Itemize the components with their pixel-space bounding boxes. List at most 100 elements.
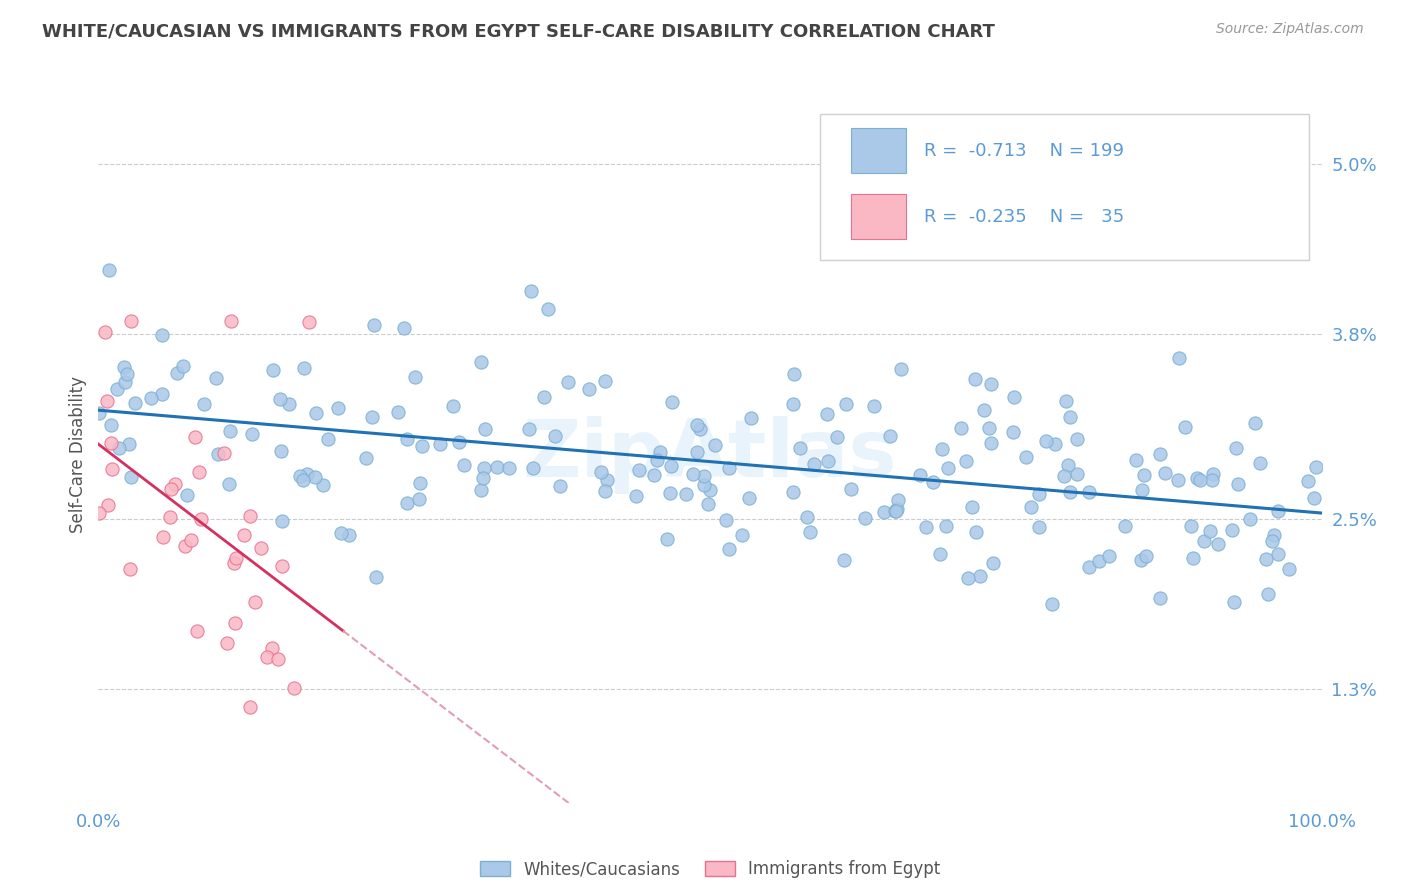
Point — [152, 530, 174, 544]
Point — [1114, 518, 1136, 533]
Point — [935, 519, 957, 533]
Point — [686, 444, 709, 458]
Point — [271, 514, 294, 528]
Point — [950, 421, 973, 435]
Point — [1057, 458, 1080, 472]
Point — [1256, 551, 1278, 566]
Point — [915, 520, 938, 534]
Point — [1185, 471, 1208, 485]
Point — [447, 435, 470, 450]
Point — [150, 327, 173, 342]
Point — [1227, 477, 1250, 491]
Point — [1267, 504, 1289, 518]
Point — [387, 405, 409, 419]
Point — [1066, 467, 1088, 481]
Point — [1206, 537, 1229, 551]
Point — [101, 462, 124, 476]
Point — [533, 390, 555, 404]
Point — [703, 438, 725, 452]
Point — [297, 467, 319, 481]
Point — [1199, 524, 1222, 539]
Point — [1249, 456, 1271, 470]
Point — [718, 461, 741, 475]
Point — [94, 326, 117, 340]
Point — [239, 509, 262, 524]
Point — [97, 498, 120, 512]
Point — [470, 483, 492, 497]
Point — [1053, 469, 1076, 483]
Point — [180, 533, 202, 547]
Point — [782, 397, 804, 411]
Point — [222, 556, 245, 570]
Point — [471, 471, 494, 485]
Point — [1303, 491, 1326, 506]
Point — [1149, 591, 1171, 605]
Point — [1180, 518, 1202, 533]
Point — [1149, 447, 1171, 461]
Point — [1130, 553, 1153, 567]
Text: Source: ZipAtlas.com: Source: ZipAtlas.com — [1216, 22, 1364, 37]
Point — [979, 421, 1001, 435]
Point — [591, 465, 613, 479]
Point — [624, 489, 647, 503]
Point — [283, 681, 305, 696]
Point — [1305, 459, 1327, 474]
Point — [396, 433, 419, 447]
Point — [522, 461, 544, 475]
Point — [1059, 409, 1081, 424]
Point — [188, 465, 211, 479]
Point — [120, 470, 142, 484]
Point — [364, 570, 387, 584]
Point — [689, 422, 711, 436]
Text: WHITE/CAUCASIAN VS IMMIGRANTS FROM EGYPT SELF-CARE DISABILITY CORRELATION CHART: WHITE/CAUCASIAN VS IMMIGRANTS FROM EGYPT… — [42, 22, 995, 40]
Point — [1243, 416, 1265, 430]
Point — [186, 624, 208, 638]
Point — [1239, 512, 1261, 526]
Point — [1167, 351, 1189, 365]
FancyBboxPatch shape — [851, 194, 905, 239]
Point — [980, 436, 1002, 450]
Point — [218, 424, 240, 438]
Point — [498, 460, 520, 475]
Point — [675, 486, 697, 500]
Point — [1202, 467, 1225, 481]
Point — [884, 504, 907, 518]
Point — [1225, 442, 1247, 456]
Point — [548, 479, 571, 493]
Point — [731, 528, 754, 542]
Point — [955, 454, 977, 468]
Point — [890, 362, 912, 376]
Legend: Whites/Caucasians, Immigrants from Egypt: Whites/Caucasians, Immigrants from Egypt — [472, 854, 948, 885]
Point — [1263, 528, 1285, 542]
Point — [396, 496, 419, 510]
Point — [262, 363, 284, 377]
Point — [1019, 500, 1042, 514]
Point — [1035, 434, 1057, 448]
Point — [520, 284, 543, 298]
Point — [693, 469, 716, 483]
Point — [1078, 559, 1101, 574]
Point — [578, 382, 600, 396]
Point — [408, 476, 430, 491]
Point — [839, 482, 862, 496]
Point — [240, 427, 263, 442]
Point — [292, 361, 315, 376]
Point — [100, 418, 122, 433]
Point — [114, 376, 136, 390]
Point — [557, 375, 579, 389]
Point — [172, 359, 194, 374]
Point — [682, 467, 704, 482]
Point — [835, 397, 858, 411]
Point — [537, 302, 560, 317]
Point — [922, 475, 945, 490]
Point — [392, 320, 415, 334]
Point — [173, 539, 195, 553]
Point — [693, 478, 716, 492]
Point — [863, 400, 886, 414]
Point — [117, 367, 139, 381]
Point — [408, 491, 430, 506]
Point — [981, 556, 1004, 570]
Point — [1174, 420, 1197, 434]
Point — [799, 524, 821, 539]
Point — [361, 410, 384, 425]
